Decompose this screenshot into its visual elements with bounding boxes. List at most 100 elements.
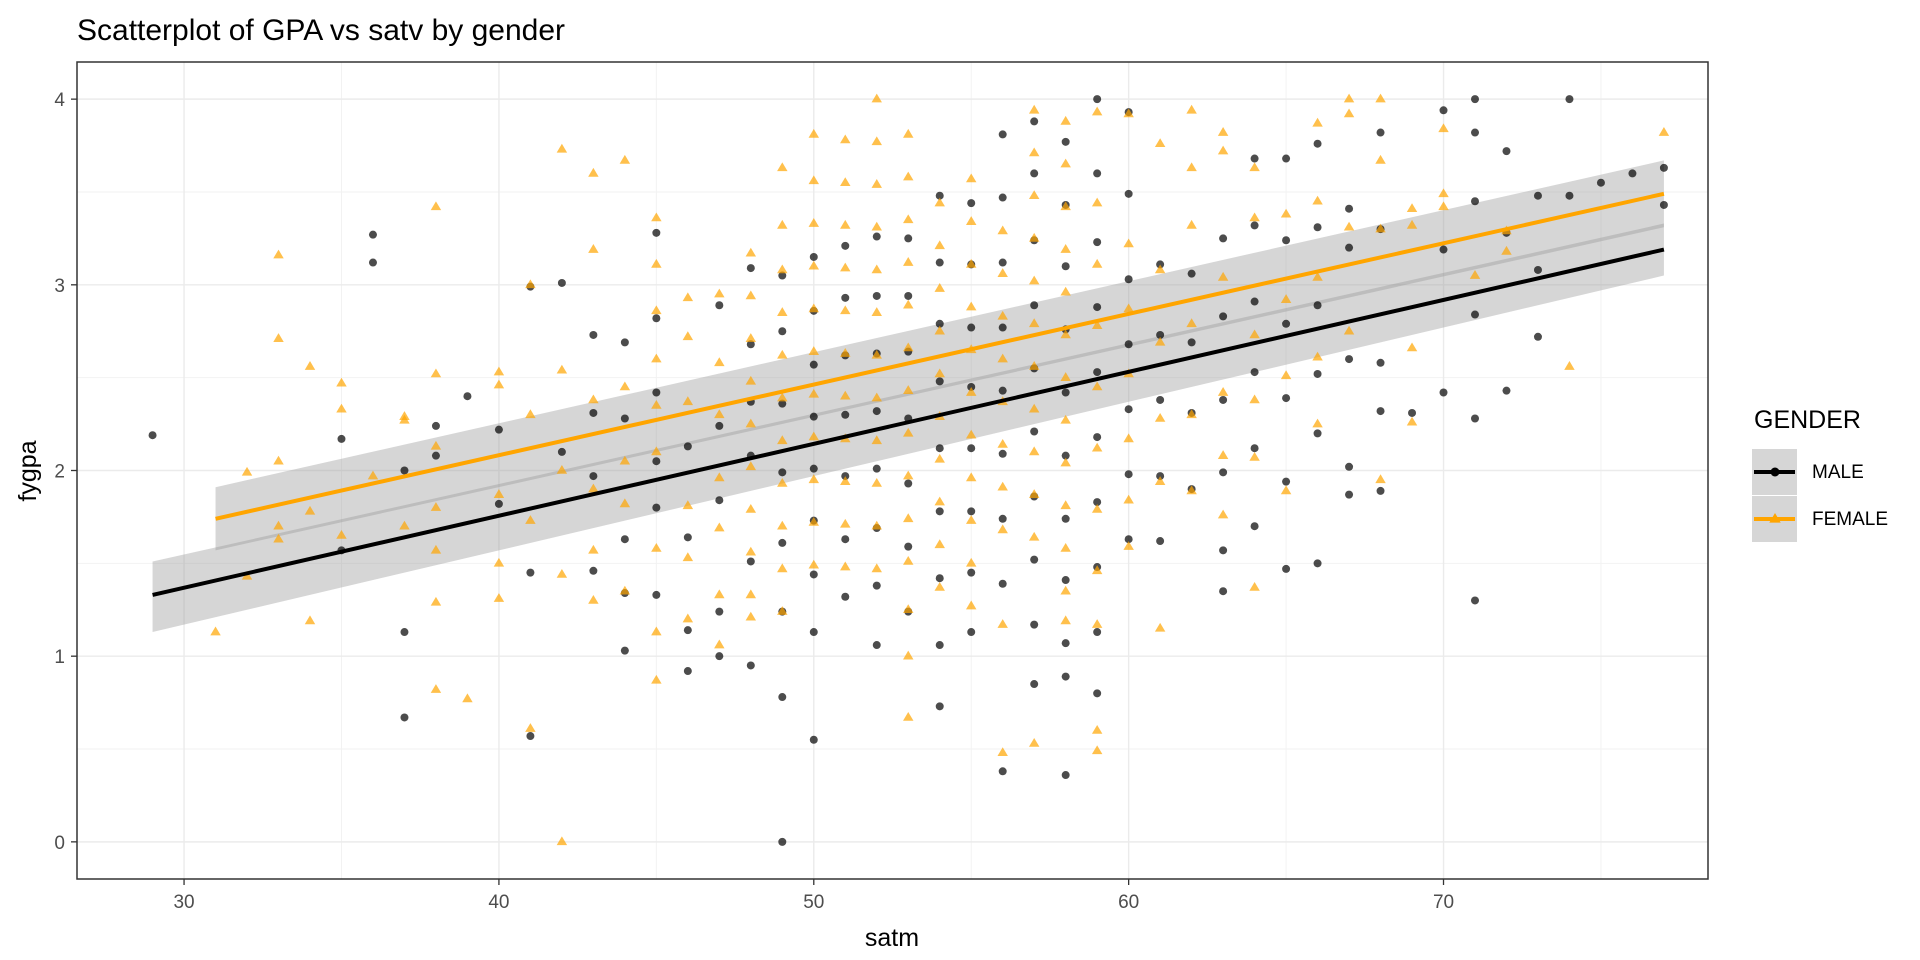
point-female xyxy=(965,600,977,610)
legend-key-female xyxy=(1752,496,1797,542)
point-female xyxy=(525,279,536,289)
point-male xyxy=(778,837,787,846)
point-male xyxy=(935,507,944,516)
point-male xyxy=(1219,234,1228,243)
point-female xyxy=(997,619,1008,628)
point-female xyxy=(808,303,820,313)
point-male xyxy=(1345,490,1354,499)
point-female xyxy=(1123,494,1134,504)
point-male xyxy=(1250,522,1259,531)
point-male xyxy=(148,431,157,440)
point-female xyxy=(1217,271,1229,281)
point-female xyxy=(1312,351,1323,361)
point-female xyxy=(1060,500,1071,510)
point-male xyxy=(935,641,944,650)
point-female xyxy=(745,589,757,599)
point-female xyxy=(777,264,788,274)
point-female xyxy=(273,533,284,543)
point-female xyxy=(1249,581,1260,591)
point-female xyxy=(273,520,284,530)
point-female xyxy=(965,429,977,439)
point-male xyxy=(1156,330,1165,339)
point-female xyxy=(1060,115,1071,125)
point-female xyxy=(934,368,945,378)
point-female xyxy=(1343,108,1355,118)
point-male xyxy=(1345,355,1354,364)
point-female xyxy=(840,390,851,400)
point-male xyxy=(1093,498,1102,507)
point-male xyxy=(935,319,944,328)
point-female xyxy=(1280,294,1292,303)
point-female xyxy=(1060,585,1071,595)
point-male xyxy=(1219,312,1228,321)
point-female xyxy=(903,711,914,721)
point-female xyxy=(965,216,977,225)
axis-ticks: 30 40 50 60 70 0 1 2 3 4 xyxy=(54,90,1454,913)
point-female xyxy=(903,470,914,480)
point-male xyxy=(1156,537,1165,546)
point-female xyxy=(745,290,757,300)
point-male xyxy=(809,628,818,637)
point-female xyxy=(840,561,851,571)
point-female xyxy=(493,593,505,602)
point-female xyxy=(430,502,442,511)
point-female xyxy=(1249,329,1260,339)
point-female xyxy=(273,249,284,259)
point-female xyxy=(1375,474,1386,484)
point-male xyxy=(1502,147,1511,156)
point-male xyxy=(1093,628,1102,637)
point-female xyxy=(1186,104,1197,114)
point-male xyxy=(841,293,850,302)
point-female xyxy=(840,219,851,229)
point-male xyxy=(652,228,661,237)
point-female xyxy=(808,218,820,227)
point-female xyxy=(997,481,1008,491)
point-male xyxy=(1533,265,1542,274)
point-female xyxy=(273,333,284,342)
point-female xyxy=(745,247,757,257)
point-male xyxy=(557,278,566,287)
point-male xyxy=(1093,303,1102,312)
point-female xyxy=(1123,108,1134,118)
point-male xyxy=(1439,388,1448,397)
point-male xyxy=(1093,689,1102,698)
point-female xyxy=(777,162,788,172)
point-female xyxy=(1028,446,1040,456)
point-male xyxy=(904,542,913,551)
point-female xyxy=(745,611,757,621)
point-male xyxy=(778,327,787,336)
point-female xyxy=(588,394,599,404)
point-male xyxy=(746,264,755,273)
point-female xyxy=(1249,212,1260,222)
point-female xyxy=(808,260,820,270)
point-male xyxy=(1659,200,1668,209)
point-female xyxy=(1091,503,1103,513)
point-male xyxy=(494,499,503,508)
point-male xyxy=(746,340,755,349)
point-female xyxy=(588,594,599,604)
point-male xyxy=(1219,395,1228,404)
point-male xyxy=(778,693,787,702)
point-female xyxy=(965,301,977,311)
point-female xyxy=(934,581,945,591)
point-female xyxy=(619,498,631,508)
point-male xyxy=(1061,576,1070,585)
point-female xyxy=(556,836,568,846)
point-female xyxy=(1091,197,1103,207)
point-female xyxy=(745,461,757,471)
point-female xyxy=(430,201,442,211)
point-female xyxy=(1186,318,1197,328)
point-female xyxy=(1028,403,1040,413)
point-male xyxy=(1282,319,1291,328)
point-male xyxy=(809,735,818,744)
point-male xyxy=(1156,260,1165,269)
point-female xyxy=(682,500,694,510)
point-female xyxy=(1186,485,1197,495)
point-male xyxy=(1124,340,1133,349)
point-female xyxy=(1154,336,1166,346)
point-male xyxy=(1282,477,1291,486)
point-male xyxy=(1187,338,1196,347)
point-female xyxy=(1154,622,1166,632)
point-male xyxy=(1030,169,1039,178)
point-female xyxy=(493,379,505,389)
